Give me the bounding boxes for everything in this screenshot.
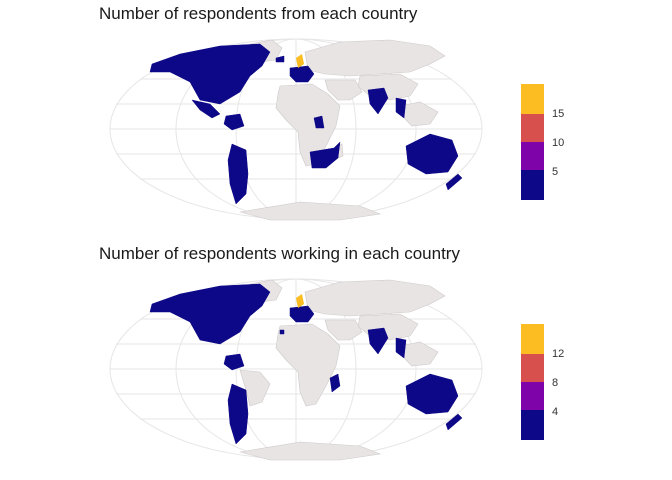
legend-tick-label: 12 [552,348,565,360]
country-russia [304,279,446,317]
country-canary-islands [279,329,285,335]
world-map [109,278,483,461]
region-middle-east [324,79,363,101]
legend-tick-label: 5 [552,166,559,178]
country-thailand [395,337,407,359]
legend-swatch-top [521,324,544,354]
legend-swatch-middle [521,382,544,410]
country-mozambique [329,373,341,393]
country-china [357,313,419,341]
legend-tick-label: 4 [552,406,559,418]
country-colombia [223,113,245,131]
country-canada-usa [149,43,271,105]
legend-swatch-bottom [521,170,544,200]
country-india [367,87,389,115]
country-india [367,327,389,355]
legend-tick-label: 15 [552,108,565,120]
legend-swatch-upper [521,354,544,382]
legend-tick-label: 8 [552,377,559,389]
country-south-africa [309,141,341,169]
region-middle-east [324,319,363,341]
continent-antarctica [239,201,382,221]
country-china [357,73,419,101]
country-colombia [223,353,245,371]
continent-antarctica [239,441,382,461]
region-southeast-asia [399,101,439,127]
map-title: Number of respondents working in each co… [99,244,460,263]
country-new-zealand [445,413,463,431]
country-western-europe [289,305,315,323]
highlighted-countries [149,43,463,205]
country-australia [405,133,459,175]
highlighted-countries [149,283,463,445]
country-uk-top [296,54,304,68]
country-uk-top [296,294,304,308]
country-canada-usa [149,283,271,345]
map-panel-working: Number of respondents working in each co… [0,240,672,480]
legend-tick-label: 10 [552,137,565,149]
legend-swatch-bottom [521,410,544,440]
country-nigeria [313,115,325,129]
world-map [109,38,483,221]
country-mexico [191,99,221,119]
country-thailand [395,97,407,119]
region-southeast-asia [399,341,439,367]
land [239,279,446,461]
continent-africa [275,83,341,167]
country-new-zealand [445,173,463,191]
legend-swatch-top [521,84,544,114]
country-argentina-chile [227,383,249,445]
map-title: Number of respondents from each country [99,4,418,23]
country-iceland [275,55,285,63]
country-russia [304,39,446,77]
land [239,39,446,221]
country-argentina-chile [227,143,249,205]
map-panel-origin: Number of respondents from each country [99,4,565,221]
legend-swatch-middle [521,142,544,170]
country-western-europe [289,65,315,83]
legend-swatch-upper [521,114,544,142]
country-australia [405,373,459,415]
continent-africa [275,323,341,407]
